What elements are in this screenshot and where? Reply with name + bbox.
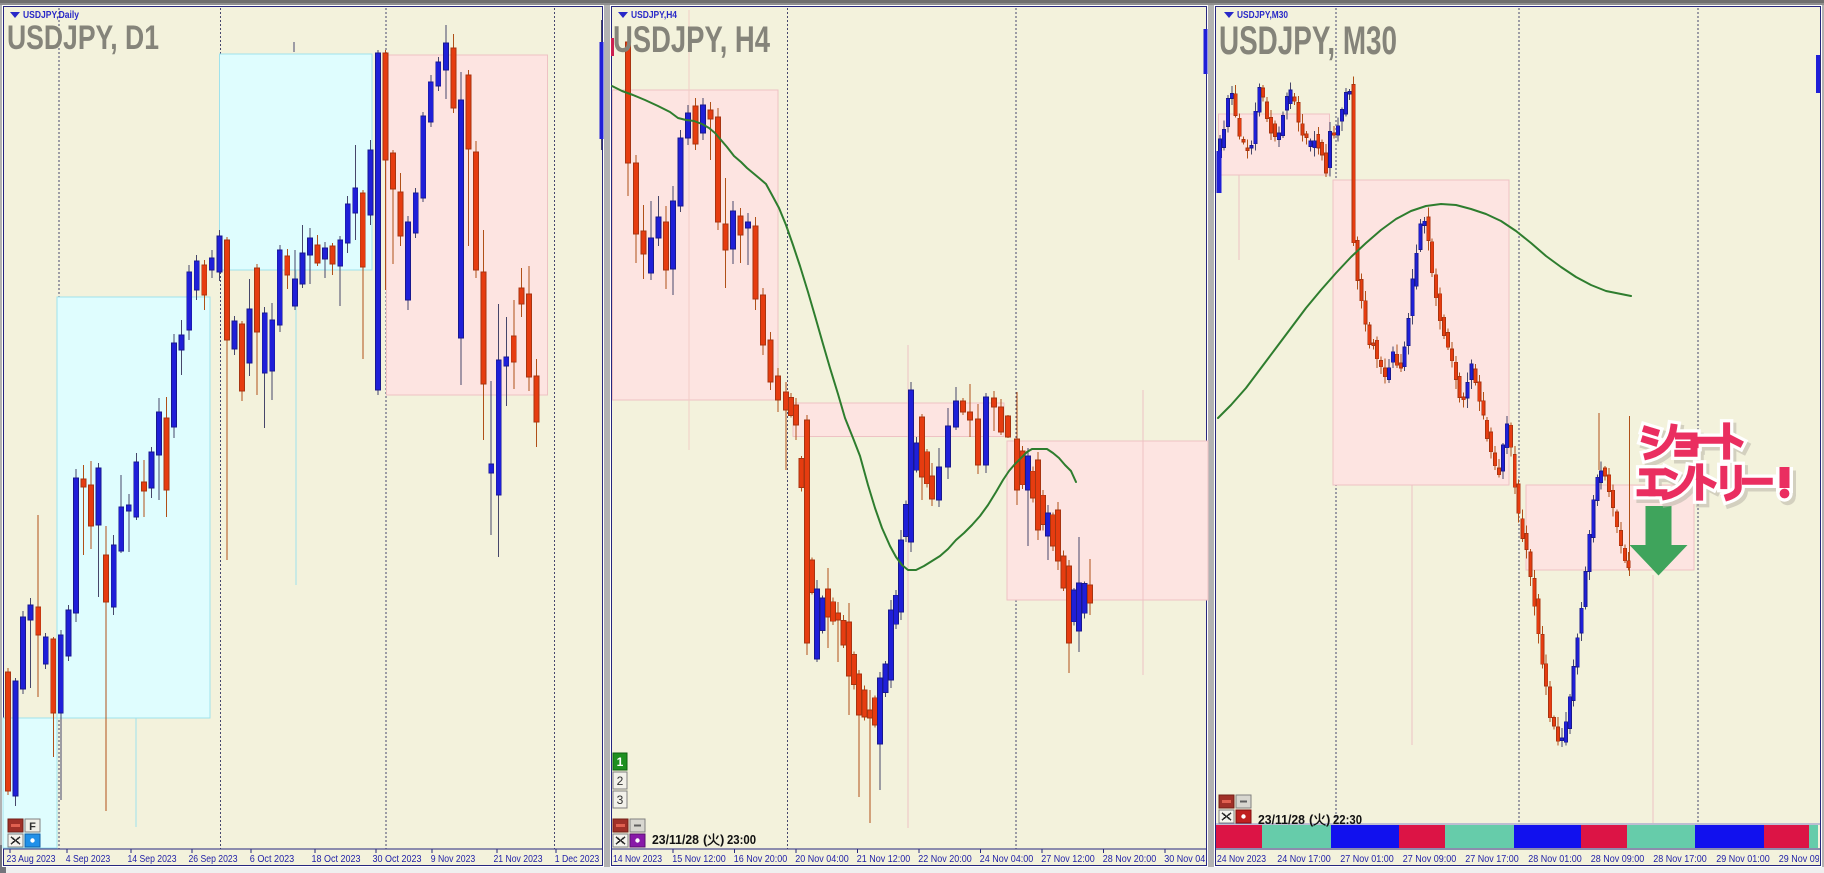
svg-text:14 Nov 2023: 14 Nov 2023 xyxy=(613,853,662,865)
svg-text:29 Nov 01:00: 29 Nov 01:00 xyxy=(1716,853,1770,865)
svg-text:1: 1 xyxy=(617,755,624,769)
svg-text:6 Oct 2023: 6 Oct 2023 xyxy=(250,853,295,865)
svg-text:F: F xyxy=(29,821,36,833)
svg-text:29 Nov 09:00: 29 Nov 09:00 xyxy=(1779,853,1824,865)
svg-text:9 Nov 2023: 9 Nov 2023 xyxy=(431,853,476,865)
svg-text:23 Aug 2023: 23 Aug 2023 xyxy=(7,853,56,865)
svg-text:): ) xyxy=(1326,812,1330,827)
svg-text:USDJPY, D1: USDJPY, D1 xyxy=(7,19,159,57)
svg-text:24 Nov 2023: 24 Nov 2023 xyxy=(1217,853,1266,865)
svg-text:27 Nov 17:00: 27 Nov 17:00 xyxy=(1465,853,1519,865)
svg-text:24 Nov 17:00: 24 Nov 17:00 xyxy=(1277,853,1331,865)
svg-text:21 Nov 2023: 21 Nov 2023 xyxy=(494,853,543,865)
svg-text:USDJPY,Daily: USDJPY,Daily xyxy=(23,10,79,21)
svg-text:22:30: 22:30 xyxy=(1333,812,1362,827)
svg-text:30 Nov 04:00: 30 Nov 04:00 xyxy=(1164,853,1218,865)
svg-text:27 Nov 09:00: 27 Nov 09:00 xyxy=(1403,853,1457,865)
svg-text:28 Nov 17:00: 28 Nov 17:00 xyxy=(1653,853,1707,865)
svg-text:15 Nov 12:00: 15 Nov 12:00 xyxy=(672,853,726,865)
svg-text:16 Nov 20:00: 16 Nov 20:00 xyxy=(734,853,788,865)
svg-text:18 Oct 2023: 18 Oct 2023 xyxy=(312,853,361,865)
svg-text:USDJPY,M30: USDJPY,M30 xyxy=(1237,10,1288,21)
svg-text:23:00: 23:00 xyxy=(727,832,756,847)
svg-text:2: 2 xyxy=(617,774,624,788)
svg-text:23/11/28: 23/11/28 xyxy=(1258,812,1305,827)
svg-text:30 Oct 2023: 30 Oct 2023 xyxy=(373,853,422,865)
svg-text:22 Nov 20:00: 22 Nov 20:00 xyxy=(918,853,972,865)
svg-text:(: ( xyxy=(1309,812,1314,827)
svg-text:20 Nov 04:00: 20 Nov 04:00 xyxy=(795,853,849,865)
svg-text:USDJPY, H4: USDJPY, H4 xyxy=(613,18,770,60)
svg-text:USDJPY, M30: USDJPY, M30 xyxy=(1219,19,1397,63)
svg-text:28 Nov 09:00: 28 Nov 09:00 xyxy=(1591,853,1645,865)
svg-text:1 Dec 2023: 1 Dec 2023 xyxy=(555,853,600,865)
svg-text:(: ( xyxy=(703,832,708,847)
svg-text:28 Nov 20:00: 28 Nov 20:00 xyxy=(1103,853,1157,865)
svg-text:24 Nov 04:00: 24 Nov 04:00 xyxy=(980,853,1034,865)
svg-text:USDJPY,H4: USDJPY,H4 xyxy=(631,10,677,21)
svg-text:21 Nov 12:00: 21 Nov 12:00 xyxy=(857,853,911,865)
svg-text:): ) xyxy=(720,832,724,847)
svg-text:14 Sep 2023: 14 Sep 2023 xyxy=(128,853,177,865)
svg-text:4 Sep 2023: 4 Sep 2023 xyxy=(66,853,111,865)
svg-text:27 Nov 01:00: 27 Nov 01:00 xyxy=(1340,853,1394,865)
svg-text:27 Nov 12:00: 27 Nov 12:00 xyxy=(1041,853,1095,865)
svg-text:26 Sep 2023: 26 Sep 2023 xyxy=(189,853,238,865)
svg-text:23/11/28: 23/11/28 xyxy=(652,832,699,847)
svg-text:28 Nov 01:00: 28 Nov 01:00 xyxy=(1528,853,1582,865)
svg-text:3: 3 xyxy=(617,793,624,807)
